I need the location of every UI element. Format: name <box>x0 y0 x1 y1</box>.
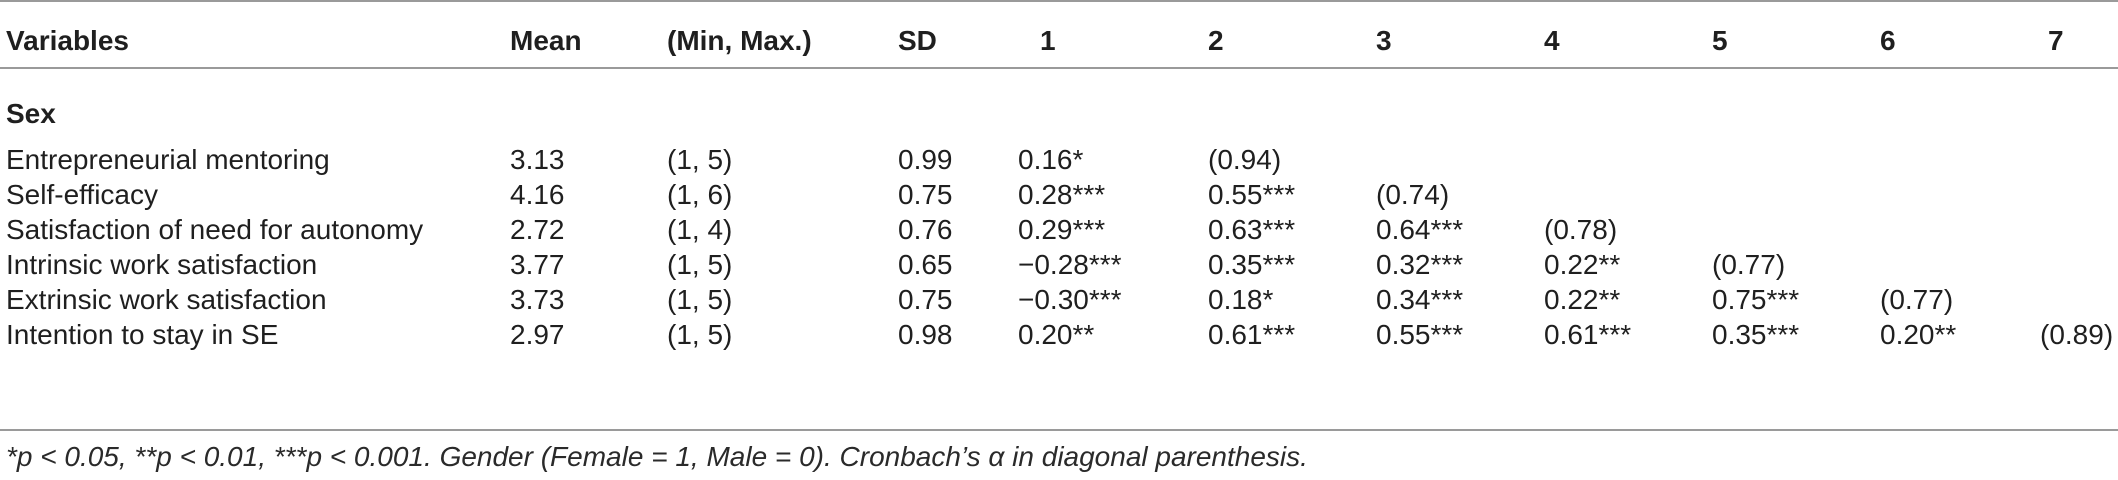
cell-variable: Extrinsic work satisfaction <box>6 284 327 315</box>
cell-col-5: 0.75*** <box>1712 284 1800 315</box>
cell-mean: 3.77 <box>510 249 565 280</box>
header-rule <box>0 67 2118 69</box>
header-col-5: 5 <box>1712 25 1728 56</box>
cell-col-2: 0.63*** <box>1208 214 1296 245</box>
header-col-1: 1 <box>1040 25 1056 56</box>
cell-col-2: 0.35*** <box>1208 249 1296 280</box>
header-col-2: 2 <box>1208 25 1224 56</box>
table-bottom-rule <box>0 429 2118 431</box>
cell-variable: Entrepreneurial mentoring <box>6 144 330 175</box>
cell-col-3: (0.74) <box>1376 179 1450 210</box>
cell-sd: 0.65 <box>898 249 953 280</box>
cell-col-5: 0.35*** <box>1712 319 1800 350</box>
cell-variable: Intrinsic work satisfaction <box>6 249 318 280</box>
cell-col-3: 0.34*** <box>1376 284 1464 315</box>
cell-col-1: −0.28*** <box>1018 249 1122 280</box>
cell-col-3: 0.64*** <box>1376 214 1464 245</box>
cell-col-2: (0.94) <box>1208 144 1282 175</box>
cell-sd: 0.76 <box>898 214 953 245</box>
cell-mean: 2.72 <box>510 214 565 245</box>
cell-min-max: (1, 5) <box>667 144 733 175</box>
cell-sd: 0.75 <box>898 284 953 315</box>
section-label: Sex <box>6 98 56 129</box>
cell-col-6: (0.77) <box>1880 284 1954 315</box>
cell-col-1: 0.16* <box>1018 144 1084 175</box>
cell-min-max: (1, 5) <box>667 319 733 350</box>
cell-col-4: (0.78) <box>1544 214 1618 245</box>
cell-col-2: 0.55*** <box>1208 179 1296 210</box>
cell-col-6: 0.20** <box>1880 319 1957 350</box>
cell-col-1: 0.20** <box>1018 319 1095 350</box>
cell-col-1: −0.30*** <box>1018 284 1122 315</box>
header-col-7: 7 <box>2048 25 2064 56</box>
cell-mean: 2.97 <box>510 319 565 350</box>
header-variables: Variables <box>6 25 129 56</box>
cell-col-7: (0.89) <box>2040 319 2114 350</box>
cell-col-3: 0.32*** <box>1376 249 1464 280</box>
cell-sd: 0.75 <box>898 179 953 210</box>
cell-variable: Satisfaction of need for autonomy <box>6 214 424 245</box>
cell-variable: Intention to stay in SE <box>6 319 279 350</box>
cell-col-4: 0.22** <box>1544 284 1621 315</box>
cell-sd: 0.98 <box>898 319 953 350</box>
header-col-4: 4 <box>1544 25 1560 56</box>
cell-mean: 3.73 <box>510 284 565 315</box>
cell-col-3: 0.55*** <box>1376 319 1464 350</box>
cell-min-max: (1, 6) <box>667 179 733 210</box>
header-mean: Mean <box>510 25 582 56</box>
cell-sd: 0.99 <box>898 144 953 175</box>
cell-col-1: 0.29*** <box>1018 214 1106 245</box>
cell-mean: 4.16 <box>510 179 565 210</box>
cell-mean: 3.13 <box>510 144 565 175</box>
header-sd: SD <box>898 25 937 56</box>
table-footnote: *p < 0.05, **p < 0.01, ***p < 0.001. Gen… <box>6 441 1308 472</box>
cell-col-2: 0.18* <box>1208 284 1274 315</box>
cell-col-2: 0.61*** <box>1208 319 1296 350</box>
cell-col-4: 0.61*** <box>1544 319 1632 350</box>
header-min-max: (Min, Max.) <box>667 25 812 56</box>
cell-min-max: (1, 4) <box>667 214 733 245</box>
header-col-6: 6 <box>1880 25 1896 56</box>
cell-col-1: 0.28*** <box>1018 179 1106 210</box>
cell-variable: Self-efficacy <box>6 179 158 210</box>
cell-col-5: (0.77) <box>1712 249 1786 280</box>
header-col-3: 3 <box>1376 25 1392 56</box>
table-top-rule <box>0 0 2118 2</box>
cell-min-max: (1, 5) <box>667 249 733 280</box>
cell-min-max: (1, 5) <box>667 284 733 315</box>
cell-col-4: 0.22** <box>1544 249 1621 280</box>
